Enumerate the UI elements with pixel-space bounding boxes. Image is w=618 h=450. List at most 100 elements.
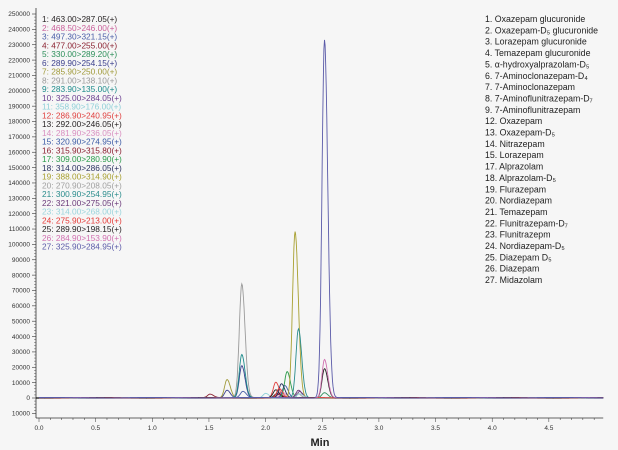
legend-entry: 10: 325.00>284.05(+) xyxy=(42,93,122,103)
x-tick-label: 1.0 xyxy=(148,425,157,432)
compound-label: 1. Oxazepam glucuronide xyxy=(485,14,585,24)
compound-label: 8. 7-Aminoflunitrazepam-D₇ xyxy=(485,93,593,103)
y-tick-label: 50000 xyxy=(12,318,30,325)
compound-label: 12. Oxazepam xyxy=(485,116,542,126)
compound-label: 21. Temazepam xyxy=(485,207,547,217)
y-tick-label: 70000 xyxy=(12,288,30,295)
legend-entry: 5: 330.00>289.20(+) xyxy=(42,49,117,59)
x-tick-label: 4.0 xyxy=(488,425,497,432)
compound-label: 17. Alprazolam xyxy=(485,162,543,172)
legend-entry: 4: 477.00>255.00(+) xyxy=(42,40,117,50)
y-tick-label: 100000 xyxy=(8,242,30,249)
x-axis-label: Min xyxy=(311,437,330,449)
y-tick-label: 30000 xyxy=(12,349,30,356)
y-tick-label: 220000 xyxy=(8,57,30,64)
legend-entry: 2: 468.50>246.00(+) xyxy=(42,23,117,33)
legend-entry: 25: 289.90>198.15(+) xyxy=(42,224,122,234)
legend-entry: 13: 292.00>246.05(+) xyxy=(42,119,122,129)
compound-label: 4. Temazepam glucuronide xyxy=(485,48,591,58)
x-tick-label: 0.5 xyxy=(91,425,100,432)
y-tick-label: 80000 xyxy=(12,272,30,279)
legend-entry: 12: 286.90>240.95(+) xyxy=(42,110,122,120)
legend-entry: 14: 281.90>236.05(+) xyxy=(42,128,122,138)
legend-entry: 17: 309.00>280.90(+) xyxy=(42,154,122,164)
y-tick-label: 240000 xyxy=(8,27,30,34)
y-tick-label: 120000 xyxy=(8,211,30,218)
y-tick-label: 60000 xyxy=(12,303,30,310)
compound-label: 25. Diazepam D₅ xyxy=(485,252,552,262)
y-tick-label: 250000 xyxy=(8,11,30,18)
y-tick-label: 140000 xyxy=(8,180,30,187)
x-tick-label: 3.5 xyxy=(431,425,440,432)
legend-entry: 8: 291.00>138.10(+) xyxy=(42,75,117,85)
legend-entry: 20: 270.90>208.05(+) xyxy=(42,180,122,190)
compound-label: 13. Oxazepam-D₅ xyxy=(485,128,555,138)
compound-label: 7. 7-Aminoclonazepam xyxy=(485,82,575,92)
trace-series-9 xyxy=(39,353,604,399)
y-tick-label: 10000 xyxy=(12,411,30,418)
x-tick-label: 1.5 xyxy=(204,425,213,432)
legend-entry: 11: 358.90>176.00(+) xyxy=(42,102,121,112)
trace-series-13 xyxy=(39,389,604,399)
legend-entry: 19: 388.00>314.90(+) xyxy=(42,172,122,182)
legend-entry: 23: 314.00>268.00(+) xyxy=(42,207,122,217)
legend-entry: 15: 320.90>274.95(+) xyxy=(42,137,122,147)
legend-entry: 24: 275.90>213.00(+) xyxy=(42,215,122,225)
y-tick-label: 170000 xyxy=(8,134,30,141)
compound-label: 9. 7-Aminoflunitrazepam xyxy=(485,105,580,115)
y-tick-label: 230000 xyxy=(8,42,30,49)
compound-label: 22. Flunitrazepam-D₇ xyxy=(485,218,568,228)
compound-label: 27. Midazolam xyxy=(485,275,542,285)
trace-series-26 xyxy=(39,358,604,399)
x-tick-label: 0.0 xyxy=(34,425,43,432)
compound-label: 3. Lorazepam glucuronide xyxy=(485,37,587,47)
legend-entry: 6: 289.90>254.15(+) xyxy=(42,58,117,68)
compound-label: 6. 7-Aminoclonazepam-D₄ xyxy=(485,71,588,81)
y-tick-label: 0 xyxy=(26,395,30,402)
compound-label: 26. Diazepam xyxy=(485,264,539,274)
compound-label: 19. Flurazepam xyxy=(485,184,546,194)
compound-label: 24. Nordiazepam-D₅ xyxy=(485,241,565,251)
x-tick-label: 2.5 xyxy=(318,425,327,432)
compound-label: 20. Nordiazepam xyxy=(485,196,552,206)
traces xyxy=(38,39,604,399)
y-tick-label: 130000 xyxy=(8,196,30,203)
trace-series-27 xyxy=(39,39,604,399)
y-tick-label: 110000 xyxy=(9,226,31,233)
y-tick-label: 20000 xyxy=(12,364,30,371)
compound-label: 2. Oxazepam-D₅ glucuronide xyxy=(485,25,598,35)
legend-entry: 3: 497.30>321.15(+) xyxy=(42,32,117,42)
trace-series-24 xyxy=(39,387,604,399)
y-tick-label: 90000 xyxy=(12,257,30,264)
compound-label: 5. α-hydroxyalprazolam-D₅ xyxy=(485,59,590,69)
trace-series-10 xyxy=(39,391,604,399)
y-tick-label: 150000 xyxy=(8,165,30,172)
y-tick-label: 160000 xyxy=(8,149,30,156)
legend-entry: 1: 463.00>287.05(+) xyxy=(42,14,117,24)
x-tick-label: 3.0 xyxy=(374,425,383,432)
compound-label: 18. Alprazolam-D₅ xyxy=(485,173,556,183)
y-tick-label: 200000 xyxy=(8,88,30,95)
legend-entry: 7: 285.90>250.00(+) xyxy=(42,67,117,77)
y-tick-label: 210000 xyxy=(8,73,30,80)
y-tick-label: 10000 xyxy=(12,380,30,387)
legend-entry: 9: 283.90>135.00(+) xyxy=(42,84,117,94)
trace-series-22 xyxy=(39,389,604,399)
y-tick-label: 180000 xyxy=(8,119,30,126)
trace-series-3 xyxy=(39,390,604,399)
y-tick-label: 190000 xyxy=(8,103,30,110)
legend-entry: 22: 321.00>275.05(+) xyxy=(42,198,122,208)
legend-entry: 27: 325.90>284.95(+) xyxy=(42,242,122,252)
legend-entry: 26: 284.90>153.90(+) xyxy=(42,233,122,243)
x-tick-label: 4.5 xyxy=(544,425,553,432)
compound-label: 15. Lorazepam xyxy=(485,150,544,160)
legend-entry: 16: 315.90>315.80(+) xyxy=(42,145,122,155)
y-tick-label: 40000 xyxy=(12,334,30,341)
legend-entry: 21: 300.90>254.95(+) xyxy=(42,189,122,199)
x-tick-label: 2.0 xyxy=(261,425,270,432)
compound-label: 23. Flunitrazepm xyxy=(485,230,551,240)
transition-legend: 1: 463.00>287.05(+)2: 468.50>246.00(+)3:… xyxy=(42,14,122,252)
legend-entry: 18: 314.00>286.05(+) xyxy=(42,163,122,173)
